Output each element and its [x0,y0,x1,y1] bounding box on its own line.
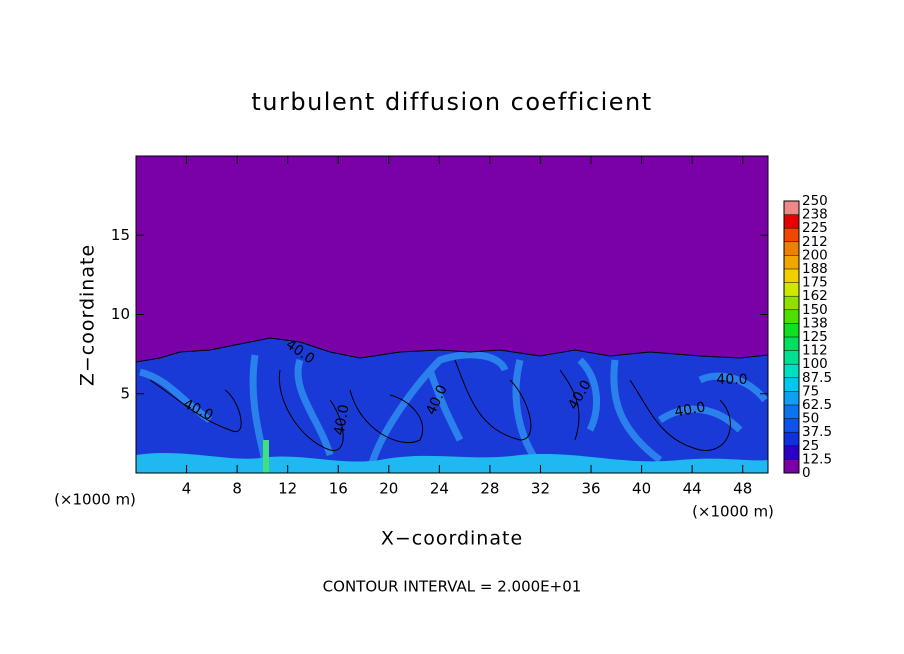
x-tick-label: 28 [480,480,499,498]
x-tick-label: 4 [182,480,192,498]
colorbar-label: 12.5 [802,451,832,467]
contour-label: 40.0 [331,403,352,436]
colorbar-swatch [784,432,799,446]
x-tick-label: 24 [430,480,449,498]
colorbar-swatch [784,228,799,242]
colorbar-swatch [784,214,799,229]
colorbar-label: 62.5 [802,397,832,413]
x-tick-label: 20 [379,480,398,498]
y-axis-label: Z−coordinate [77,244,99,386]
field: 40.040.0 40.040.0 40.0 40.040.0 [135,156,769,473]
chart-title: turbulent diffusion coefficient [251,88,652,116]
x-unit-label: (×1000 m) [692,503,774,521]
colorbar-swatch [784,282,799,297]
x-tick-label: 36 [581,480,600,498]
colorbar-label: 150 [802,302,828,318]
x-tick-label: 8 [232,480,242,498]
colorbar-swatch [784,350,799,365]
colorbar-swatch [784,377,799,392]
x-tick-label: 40 [632,480,651,498]
colorbar-label: 75 [802,383,819,399]
contour-label: 40.0 [716,372,747,388]
x-tick-label: 44 [683,480,702,498]
colorbar-label: 100 [802,356,828,372]
colorbar-label: 188 [802,261,828,277]
colorbar-label: 50 [802,411,819,427]
colorbar-label: 212 [802,234,828,250]
colorbar-label: 175 [802,275,828,291]
x-tick-label: 48 [733,480,752,498]
mixed-layer [136,338,768,473]
colorbar-label: 112 [802,343,828,359]
surface-band [136,453,768,473]
y-tick-label: 15 [111,226,130,244]
colorbar-swatch [784,337,799,351]
colorbar-label: 200 [802,247,828,263]
contours [135,337,769,451]
colorbar-label: 125 [802,329,828,345]
colorbar-swatch [784,296,799,310]
y-tick-label: 5 [120,384,130,402]
x-unit-label: (×1000 m) [54,491,136,509]
colorbar-swatch [784,323,799,337]
colorbar-label: 37.5 [802,424,832,440]
colorbar-swatch [784,391,799,405]
y-tick-label: 10 [111,305,130,323]
colorbar-swatch [784,309,799,324]
colorbar-swatch [784,418,799,433]
contour-label: 40.0 [673,399,706,420]
x-tick-label: 16 [329,480,348,498]
contour-interval: CONTOUR INTERVAL = 2.000E+01 [323,578,582,596]
x-tick-label: 12 [278,480,297,498]
colorbar-label: 138 [802,315,828,331]
colorbar-label: 238 [802,207,828,223]
colorbar-label: 25 [802,438,819,454]
colorbar-label: 250 [802,193,828,209]
colorbar-swatch [784,255,799,269]
plume [263,440,269,473]
colorbar-swatch [784,405,799,419]
colorbar-swatch [784,445,799,460]
swirls [139,351,768,471]
colorbar-label: 225 [802,220,828,236]
colorbar-label: 0 [802,465,811,481]
colorbar-swatch [784,201,799,215]
colorbar-label: 162 [802,288,828,304]
colorbar-swatch [784,459,799,473]
colorbar-swatch [784,241,799,256]
x-tick-label: 32 [531,480,550,498]
colorbar-swatch [784,364,799,378]
x-axis-label: X−coordinate [381,528,523,550]
colorbar-swatch [784,269,799,283]
colorbar-label: 87.5 [802,370,832,386]
